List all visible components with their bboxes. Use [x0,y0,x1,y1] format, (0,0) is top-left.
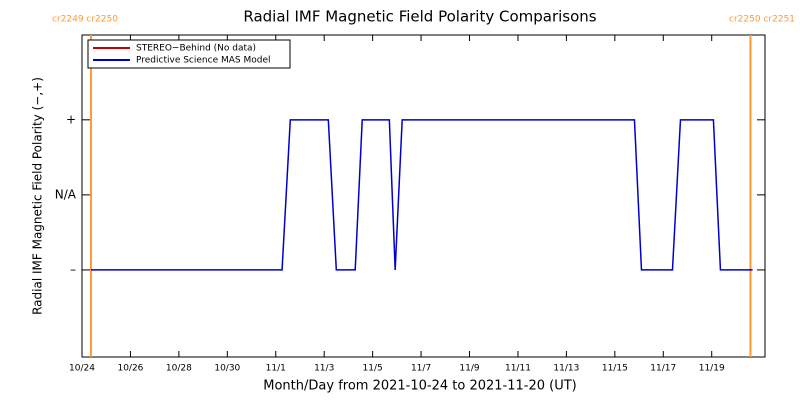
x-axis-label: Month/Day from 2021-10-24 to 2021-11-20 … [263,379,576,394]
y-tick-label: N/A [55,187,77,201]
series-line [90,119,753,271]
x-tick-label: 11/15 [602,364,628,374]
legend-box [87,39,291,69]
x-tick-label: 11/7 [411,364,431,374]
plot-frame [81,34,766,358]
rotation-label: cr2249 cr2250 [52,15,118,25]
x-tick-label: 11/19 [699,364,725,374]
x-tick-label: 11/13 [553,364,579,374]
legend-label: STEREO−Behind (No data) [136,44,256,54]
x-tick-label: 10/24 [69,364,95,374]
x-tick-label: 11/17 [650,364,676,374]
y-tick-label: – [70,262,76,276]
x-tick-label: 11/3 [314,364,334,374]
x-tick-label: 10/26 [117,364,143,374]
x-tick-label: 11/1 [266,364,286,374]
x-tick-label: 10/28 [166,364,192,374]
x-tick-label: 10/30 [214,364,240,374]
rotation-label: cr2250 cr2251 [729,15,795,25]
y-axis-label: Radial IMF Magnetic Field Polarity (−,+) [31,77,45,315]
chart-title: Radial IMF Magnetic Field Polarity Compa… [243,8,596,26]
legend-label: Predictive Science MAS Model [136,56,271,66]
x-tick-label: 11/5 [363,364,383,374]
x-tick-label: 11/9 [459,364,479,374]
x-tick-label: 11/11 [505,364,531,374]
y-tick-label: + [66,112,76,126]
